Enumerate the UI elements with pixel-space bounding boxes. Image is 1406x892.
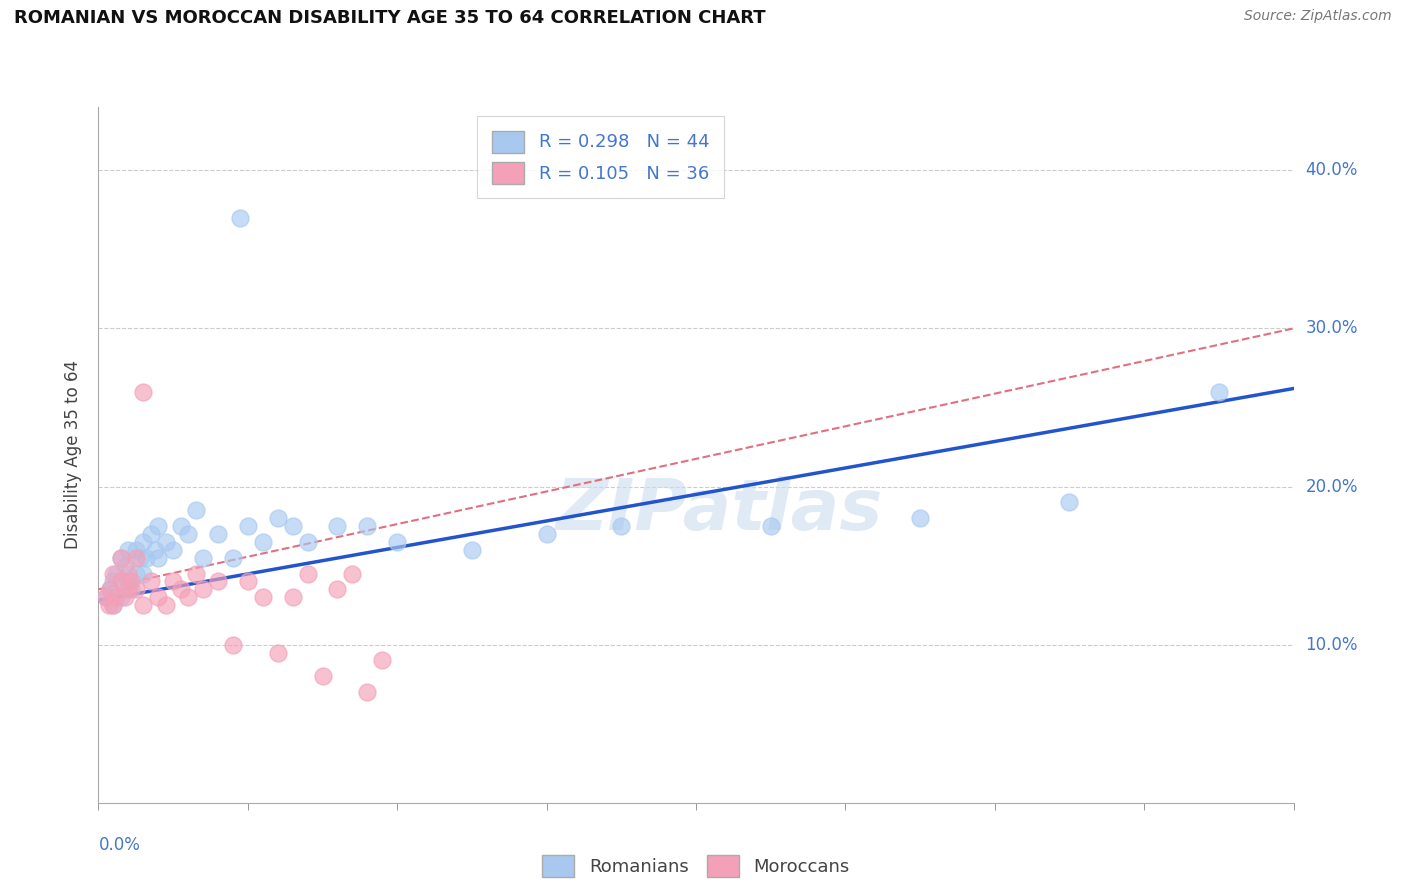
Point — [356, 519, 378, 533]
Point — [125, 582, 148, 597]
Point — [103, 574, 125, 589]
Point — [120, 574, 142, 589]
Point — [114, 558, 136, 573]
Point — [169, 582, 191, 597]
Text: 40.0%: 40.0% — [1305, 161, 1358, 179]
Point — [297, 534, 319, 549]
Point — [125, 550, 148, 565]
Point — [177, 527, 200, 541]
Point — [191, 582, 214, 597]
Point — [207, 574, 229, 589]
Point — [94, 591, 117, 605]
Point — [139, 527, 162, 541]
Point — [139, 574, 162, 589]
Point — [162, 542, 184, 557]
Point — [105, 566, 128, 581]
Point — [297, 566, 319, 581]
Text: ZIPatlas: ZIPatlas — [557, 476, 883, 545]
Text: ROMANIAN VS MOROCCAN DISABILITY AGE 35 TO 64 CORRELATION CHART: ROMANIAN VS MOROCCAN DISABILITY AGE 35 T… — [14, 9, 766, 27]
Point — [105, 591, 128, 605]
Point — [103, 598, 125, 612]
Point — [98, 582, 122, 597]
Point — [148, 519, 170, 533]
Point — [114, 591, 136, 605]
Point — [281, 591, 304, 605]
Point — [184, 566, 207, 581]
Point — [162, 574, 184, 589]
Point — [110, 550, 132, 565]
Point — [132, 534, 155, 549]
Point — [252, 534, 274, 549]
Point — [169, 519, 191, 533]
Point — [148, 591, 170, 605]
Point — [117, 542, 139, 557]
Point — [326, 519, 349, 533]
Point — [132, 598, 155, 612]
Point — [267, 511, 290, 525]
Point — [281, 519, 304, 533]
Point — [342, 566, 364, 581]
Point — [110, 574, 132, 589]
Point — [155, 598, 177, 612]
Point — [356, 685, 378, 699]
Point — [371, 653, 394, 667]
Text: 0.0%: 0.0% — [98, 836, 141, 855]
Point — [236, 519, 259, 533]
Point — [252, 591, 274, 605]
Point — [143, 542, 166, 557]
Point — [759, 519, 782, 533]
Point — [117, 582, 139, 597]
Point — [311, 669, 333, 683]
Text: 20.0%: 20.0% — [1305, 477, 1358, 496]
Point — [222, 550, 245, 565]
Point — [103, 566, 125, 581]
Point — [97, 598, 120, 612]
Point — [110, 550, 132, 565]
Point — [117, 566, 139, 581]
Point — [110, 591, 132, 605]
Point — [103, 598, 125, 612]
Point — [184, 503, 207, 517]
Point — [125, 566, 148, 581]
Point — [125, 542, 148, 557]
Point — [222, 638, 245, 652]
Point — [1208, 384, 1230, 399]
Point — [207, 527, 229, 541]
Point — [267, 646, 290, 660]
Text: Source: ZipAtlas.com: Source: ZipAtlas.com — [1244, 9, 1392, 23]
Legend: Romanians, Moroccans: Romanians, Moroccans — [534, 847, 858, 884]
Point — [908, 511, 931, 525]
Text: 30.0%: 30.0% — [1305, 319, 1358, 337]
Point — [132, 384, 155, 399]
Point — [155, 534, 177, 549]
Point — [132, 566, 155, 581]
Point — [461, 542, 484, 557]
Point — [177, 591, 200, 605]
Point — [148, 550, 170, 565]
Point — [120, 582, 142, 597]
Point — [610, 519, 633, 533]
Point — [191, 550, 214, 565]
Point — [98, 582, 122, 597]
Point — [129, 550, 152, 565]
Point — [1059, 495, 1081, 509]
Point — [94, 591, 117, 605]
Point — [236, 574, 259, 589]
Text: 10.0%: 10.0% — [1305, 636, 1358, 654]
Point — [229, 211, 252, 225]
Point — [326, 582, 349, 597]
Point — [385, 534, 409, 549]
Point — [135, 550, 157, 565]
Point — [117, 574, 139, 589]
Point — [536, 527, 558, 541]
Y-axis label: Disability Age 35 to 64: Disability Age 35 to 64 — [65, 360, 83, 549]
